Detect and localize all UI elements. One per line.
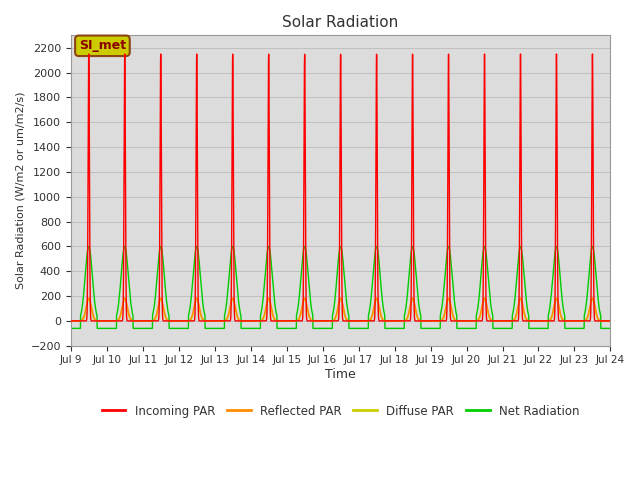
Legend: Incoming PAR, Reflected PAR, Diffuse PAR, Net Radiation: Incoming PAR, Reflected PAR, Diffuse PAR… bbox=[97, 400, 584, 422]
X-axis label: Time: Time bbox=[325, 368, 356, 381]
Text: SI_met: SI_met bbox=[79, 39, 126, 52]
Title: Solar Radiation: Solar Radiation bbox=[282, 15, 399, 30]
Y-axis label: Solar Radiation (W/m2 or um/m2/s): Solar Radiation (W/m2 or um/m2/s) bbox=[15, 92, 25, 289]
